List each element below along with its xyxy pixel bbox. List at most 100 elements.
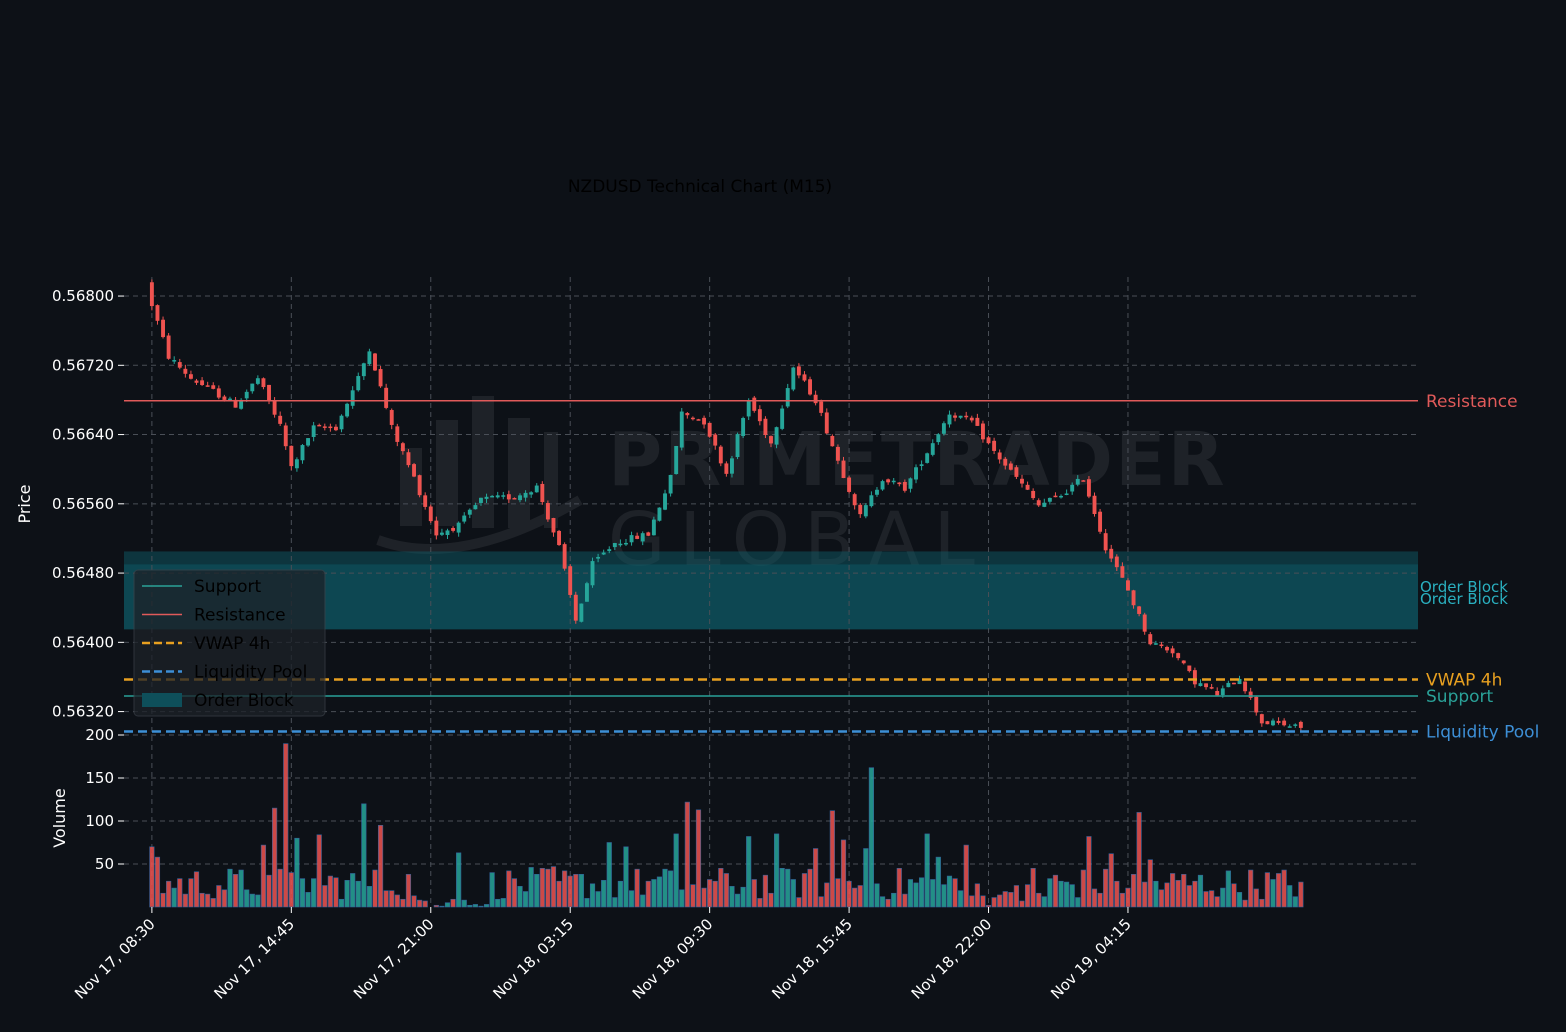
candle — [1042, 498, 1047, 508]
candle — [205, 381, 210, 387]
candle — [746, 398, 751, 420]
candle — [384, 383, 389, 410]
candle — [1198, 679, 1203, 687]
volume-bar — [550, 866, 557, 908]
candle — [791, 366, 796, 392]
candle-body — [233, 399, 238, 408]
volume-bar — [210, 898, 216, 908]
legend-swatch — [142, 693, 182, 707]
candle-body — [785, 388, 790, 407]
candle — [1243, 681, 1248, 694]
candle — [886, 478, 891, 485]
volume-bar — [322, 885, 328, 908]
volume-bar — [411, 895, 417, 908]
candle — [796, 363, 801, 379]
candle-body — [1276, 720, 1281, 723]
volume-bar — [907, 879, 914, 908]
watermark-logo-bar — [400, 448, 422, 526]
candle-body — [378, 369, 383, 387]
legend-label: Liquidity Pool — [194, 663, 307, 683]
volume-bar — [567, 875, 573, 908]
candle — [975, 413, 980, 426]
candle-body — [808, 379, 812, 395]
candle-body — [272, 400, 277, 415]
volume-bar — [896, 867, 902, 908]
candle — [1053, 492, 1058, 498]
candle — [367, 348, 372, 366]
volume-bars — [149, 743, 1304, 908]
volume-bar — [433, 904, 439, 908]
candle — [992, 437, 997, 455]
volume-bar — [1236, 892, 1243, 908]
candle-body — [412, 464, 416, 477]
volume-bar — [801, 873, 808, 908]
volume-bar — [863, 848, 869, 908]
candle — [456, 521, 461, 537]
volume-bar — [1019, 900, 1025, 908]
volume-bar — [985, 904, 992, 908]
candle — [479, 497, 483, 506]
volume-bar — [249, 893, 255, 908]
candle — [540, 481, 545, 505]
candle-body — [1025, 484, 1030, 490]
candle-body — [1259, 714, 1264, 724]
volume-bar — [456, 852, 462, 908]
volume-bar — [924, 833, 930, 908]
candle-body — [311, 425, 316, 437]
candle — [194, 378, 199, 385]
price-tick-label: 0.56640 — [52, 426, 114, 444]
candle-body — [624, 542, 628, 545]
candle-body — [1293, 724, 1298, 726]
candle-body — [651, 519, 656, 536]
price-tick-label: 0.56800 — [52, 287, 114, 305]
candle-body — [696, 419, 701, 421]
volume-bar — [852, 887, 858, 908]
candle — [523, 490, 528, 502]
candle — [1020, 474, 1024, 488]
volume-bar — [500, 898, 506, 908]
volume-bar — [177, 878, 183, 908]
volume-bar — [266, 874, 272, 908]
candle-body — [1192, 670, 1197, 685]
candle-body — [1042, 502, 1047, 507]
volume-bar — [1270, 879, 1276, 908]
price-tick-label: 0.56720 — [52, 356, 114, 374]
candle-body — [551, 518, 556, 533]
candle — [724, 461, 729, 477]
candle-body — [1070, 484, 1075, 492]
legend-label: VWAP 4h — [194, 634, 270, 654]
candle — [166, 333, 171, 360]
candle-body — [1287, 726, 1292, 728]
volume-bar — [534, 874, 540, 908]
candle-body — [980, 423, 985, 440]
volume-bar — [919, 877, 925, 908]
volume-bar — [288, 872, 294, 908]
candle — [294, 457, 299, 472]
volume-bar — [1281, 869, 1287, 908]
candle-body — [267, 384, 271, 402]
volume-bar — [461, 899, 467, 908]
candle-body — [953, 415, 958, 418]
volume-bar — [1203, 891, 1209, 908]
volume-bar — [1209, 890, 1215, 908]
candle-body — [222, 396, 227, 400]
volume-bar — [1275, 873, 1282, 908]
candle-body — [646, 532, 651, 536]
volume-bar — [723, 873, 729, 908]
candle-body — [841, 460, 846, 479]
volume-bar — [796, 897, 802, 908]
candle-body — [356, 376, 361, 391]
candle — [802, 371, 807, 382]
candle-body — [300, 445, 305, 461]
candle-body — [858, 504, 863, 515]
volume-bar — [221, 889, 227, 908]
volume-bar — [1013, 885, 1020, 908]
volume-bar — [645, 880, 651, 908]
candle-body — [1031, 490, 1036, 499]
candle-body — [1165, 646, 1169, 651]
volume-bar — [255, 894, 261, 908]
candle — [780, 405, 785, 431]
candle — [473, 502, 478, 510]
candle — [306, 438, 311, 447]
